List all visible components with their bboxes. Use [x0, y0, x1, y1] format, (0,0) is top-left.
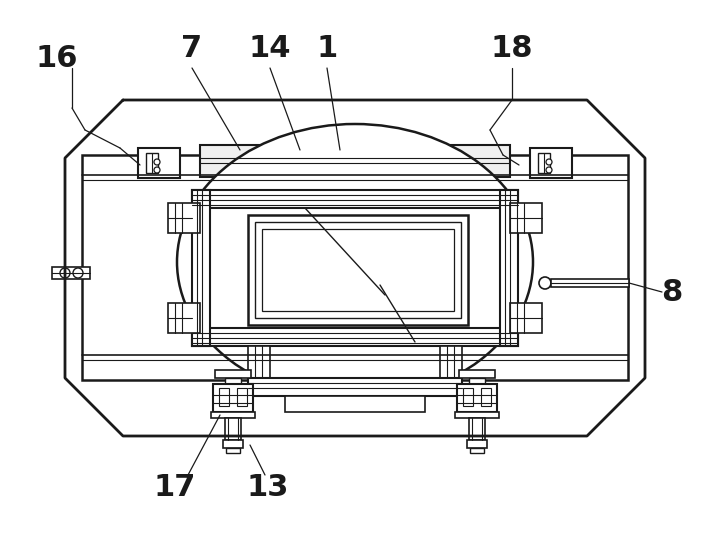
Bar: [52, 267, 90, 279]
Text: 7: 7: [182, 34, 202, 62]
Bar: [455, 412, 499, 418]
Bar: [211, 412, 255, 418]
Bar: [530, 148, 572, 178]
Circle shape: [546, 159, 552, 165]
Circle shape: [60, 268, 70, 278]
Bar: [219, 388, 229, 406]
Circle shape: [539, 277, 551, 289]
Bar: [225, 378, 241, 384]
Circle shape: [546, 167, 552, 173]
Bar: [510, 203, 542, 233]
Bar: [138, 148, 180, 178]
Bar: [237, 388, 247, 406]
Bar: [226, 448, 240, 453]
Bar: [248, 346, 270, 378]
Bar: [192, 328, 518, 346]
Bar: [463, 388, 473, 406]
Text: 13: 13: [247, 472, 289, 502]
Bar: [215, 370, 251, 378]
Circle shape: [154, 159, 160, 165]
Text: 1: 1: [317, 34, 338, 62]
Bar: [192, 190, 210, 346]
Bar: [440, 346, 462, 378]
Bar: [168, 303, 200, 333]
Bar: [481, 388, 491, 406]
Bar: [248, 215, 468, 325]
Bar: [146, 153, 158, 173]
Bar: [168, 203, 200, 233]
Text: 8: 8: [662, 277, 682, 306]
Bar: [459, 370, 495, 378]
Bar: [192, 190, 518, 208]
Bar: [469, 378, 485, 384]
Bar: [285, 396, 425, 412]
Bar: [457, 384, 497, 412]
Text: 16: 16: [36, 43, 78, 73]
Bar: [538, 153, 550, 173]
Bar: [467, 440, 487, 448]
Bar: [82, 155, 628, 380]
Bar: [551, 279, 629, 287]
Circle shape: [154, 167, 160, 173]
Bar: [248, 378, 462, 396]
Ellipse shape: [177, 124, 533, 400]
Bar: [262, 229, 454, 311]
Text: 17: 17: [154, 472, 196, 502]
Bar: [200, 145, 510, 177]
Circle shape: [73, 268, 83, 278]
Bar: [213, 384, 253, 412]
Bar: [500, 190, 518, 346]
Text: 18: 18: [491, 34, 533, 62]
Bar: [469, 418, 485, 440]
Bar: [255, 222, 461, 318]
Bar: [510, 303, 542, 333]
Bar: [223, 440, 243, 448]
Bar: [470, 448, 484, 453]
Bar: [225, 418, 241, 440]
Text: 14: 14: [248, 34, 291, 62]
